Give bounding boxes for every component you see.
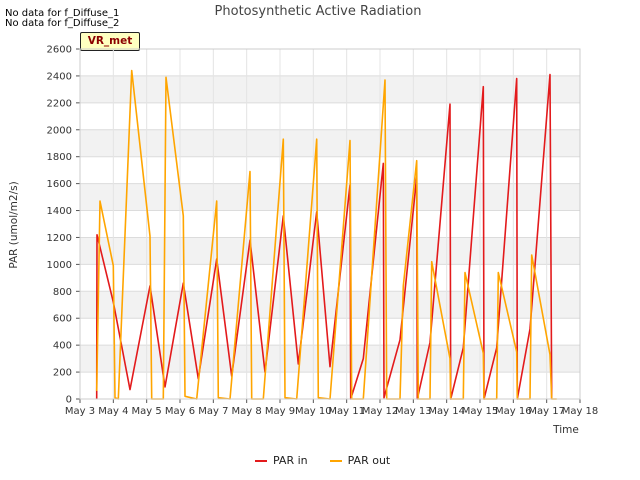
x-tick-label: May 14	[428, 406, 465, 417]
y-tick-label: 800	[53, 287, 72, 298]
plot-bands	[80, 75, 580, 373]
y-tick-label: 1400	[47, 206, 72, 217]
plot-band	[80, 183, 580, 211]
x-tick-label: May 17	[528, 406, 565, 417]
x-tick-label: May 16	[495, 406, 532, 417]
x-tick-label: May 5	[132, 406, 162, 417]
series-line-par-in	[95, 73, 553, 400]
legend-item-par-in: PAR in	[255, 454, 308, 467]
plot-frame	[79, 48, 581, 400]
y-tick-label: 600	[53, 314, 72, 325]
legend-item-par-out: PAR out	[329, 454, 391, 467]
notice-no-data-diffuse-1: No data for f_Diffuse_1	[5, 8, 120, 19]
x-tick-label: May 12	[362, 406, 399, 417]
y-tick-label: 2000	[47, 125, 72, 136]
axes: 0 200 400 600 800 1000 1200 1400 1600 1800 2000 220…	[47, 45, 599, 418]
y-tick-label: 2600	[47, 45, 72, 56]
y-tick-label: 2200	[47, 98, 72, 109]
x-tick-label: May 7	[198, 406, 228, 417]
legend: PAR in PAR out	[255, 454, 390, 467]
x-tick-label: May 13	[395, 406, 432, 417]
legend-swatch-par-in	[255, 459, 267, 462]
y-tick-label: 200	[53, 368, 72, 379]
x-tick-label: May 9	[265, 406, 295, 417]
chart-title: Photosynthetic Active Radiation	[215, 4, 422, 19]
notice-no-data-diffuse-2: No data for f_Diffuse_2	[5, 18, 120, 29]
x-tick-label: May 3	[65, 406, 95, 417]
y-tick-label: 1000	[47, 260, 72, 271]
x-tick-label: May 10	[295, 406, 332, 417]
x-tick-label: May 15	[462, 406, 499, 417]
plot-band	[80, 129, 580, 157]
x-tick-label: May 18	[562, 406, 599, 417]
x-axis-label: Time	[552, 424, 579, 436]
y-tick-label: 0	[66, 395, 72, 406]
legend-label-par-in: PAR in	[273, 454, 308, 467]
plot-band	[80, 237, 580, 265]
y-tick-label: 1800	[47, 152, 72, 163]
site-badge: VR_met	[80, 32, 140, 51]
legend-swatch-par-out	[329, 459, 342, 462]
x-tick-label: May 4	[98, 406, 128, 417]
legend-label-par-out: PAR out	[347, 454, 391, 467]
plot-band	[80, 75, 580, 103]
x-tick-label: May 11	[328, 406, 365, 417]
y-axis-label: PAR (umol/m2/s)	[8, 181, 20, 268]
y-tick-label: 1600	[47, 179, 72, 190]
y-tick-label: 1200	[47, 233, 72, 244]
x-tick-label: May 8	[232, 406, 262, 417]
y-tick-label: 2400	[47, 71, 72, 82]
y-tick-label: 400	[53, 341, 72, 352]
x-tick-label: May 6	[165, 406, 195, 417]
